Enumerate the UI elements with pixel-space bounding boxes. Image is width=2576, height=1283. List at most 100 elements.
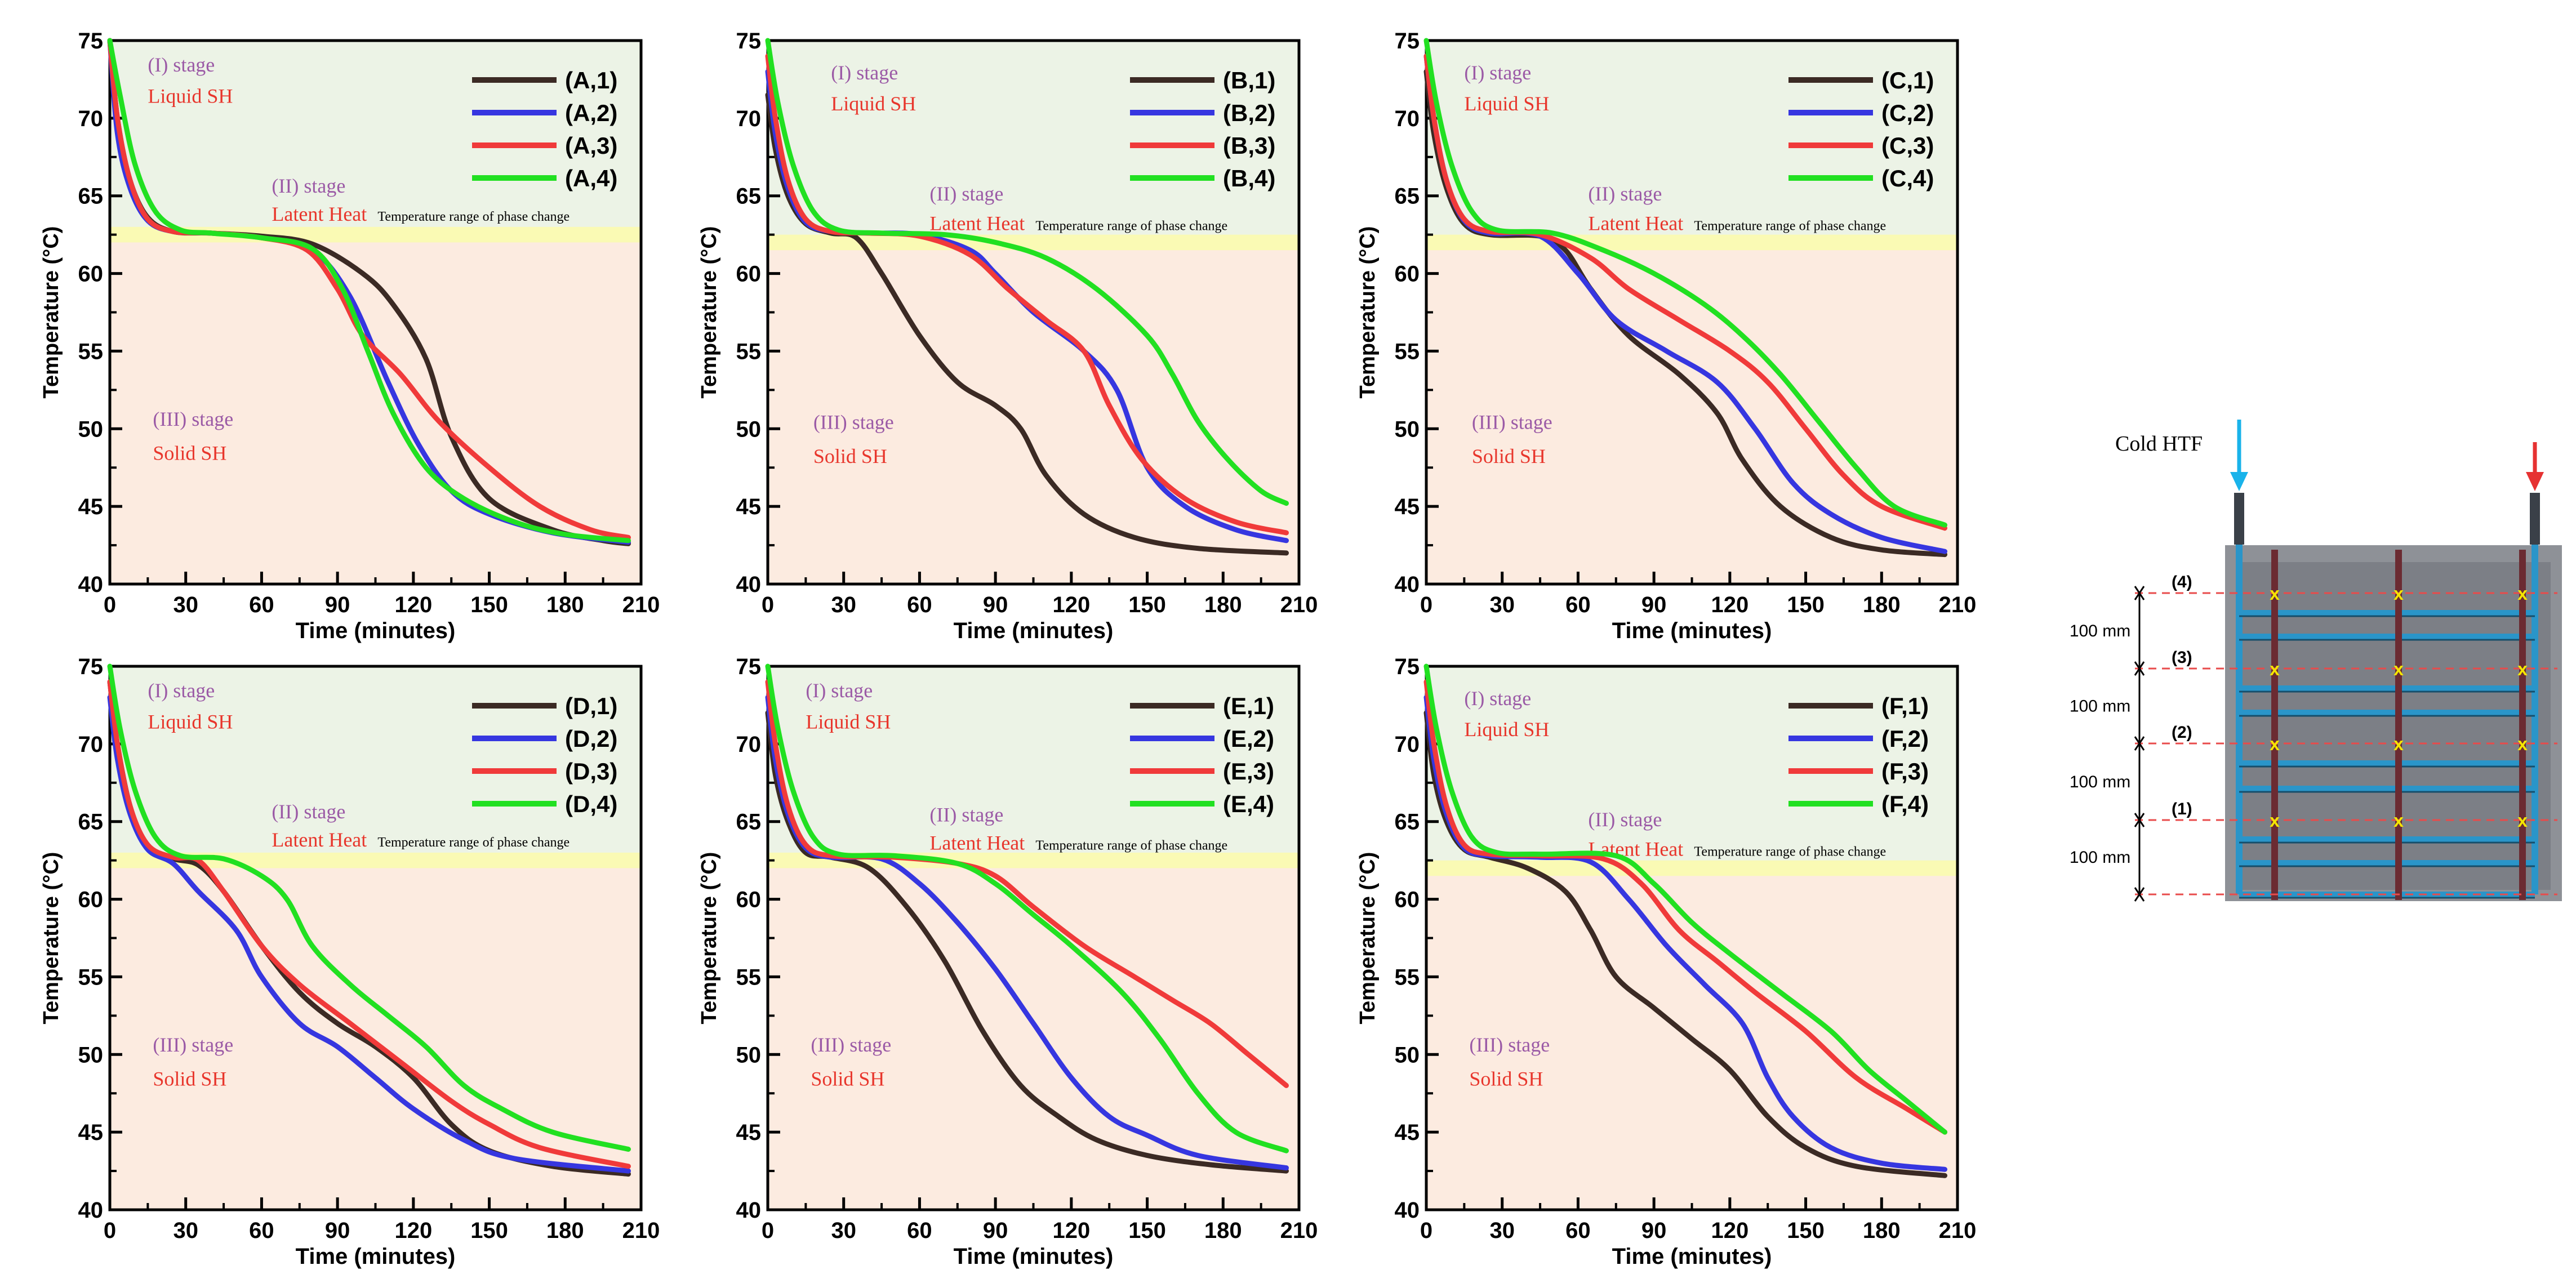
stage-three-label: (III) stage <box>813 411 894 433</box>
legend-label-1: (F,1) <box>1881 693 1929 719</box>
x-tick-label: 120 <box>1711 593 1749 617</box>
legend-label-3: (F,3) <box>1881 758 1929 785</box>
solid-sh-label: Solid SH <box>811 1067 884 1090</box>
x-tick-label: 60 <box>1565 593 1591 617</box>
x-tick-label: 120 <box>1711 1218 1749 1243</box>
y-tick-label: 70 <box>1395 106 1420 131</box>
legend-label-2: (F,2) <box>1881 725 1929 752</box>
y-tick-label: 70 <box>736 732 762 757</box>
spacing-label: 100 mm <box>2070 848 2130 867</box>
y-tick-label: 60 <box>78 262 104 287</box>
x-tick-label: 60 <box>249 1218 274 1243</box>
liquid-sh-label: Liquid SH <box>148 710 233 733</box>
x-tick-label: 0 <box>104 1218 116 1243</box>
phase-range-label: Temperature range of phase change <box>1035 838 1227 853</box>
legend-label-2: (C,2) <box>1881 100 1934 126</box>
thermocouple-rod-1 <box>2271 550 2278 900</box>
y-tick-label: 40 <box>736 1198 762 1223</box>
x-tick-label: 210 <box>1939 1218 1977 1243</box>
liquid-sh-label: Liquid SH <box>831 92 916 115</box>
x-tick-label: 180 <box>1863 593 1901 617</box>
y-tick-label: 60 <box>1395 262 1420 287</box>
sensor-marker: x <box>2270 734 2280 754</box>
x-tick-label: 150 <box>470 593 508 617</box>
stage-three-label: (III) stage <box>1472 411 1552 433</box>
series-line-4 <box>107 38 631 544</box>
x-tick-label: 120 <box>1052 1218 1090 1243</box>
phase-range-label: Temperature range of phase change <box>377 835 570 850</box>
y-tick-label: 40 <box>1395 1198 1420 1223</box>
x-tick-label: 210 <box>1939 593 1977 617</box>
legend-label-4: (D,4) <box>565 791 617 817</box>
x-tick-label: 210 <box>622 1218 660 1243</box>
legend-label-3: (E,3) <box>1223 758 1274 785</box>
chart-panel-e: 0 30 60 90 120 150 180 210 40 45 50 55 60 65 70 75 Time … <box>697 654 1318 1269</box>
dimension-arrowhead <box>2134 591 2145 600</box>
y-axis-label: Temperature (°C) <box>39 852 63 1024</box>
legend-label-2: (B,2) <box>1223 100 1275 126</box>
stage-three-label: (III) stage <box>811 1033 891 1056</box>
y-axis-label: Temperature (°C) <box>1356 226 1380 399</box>
y-axis-label: Temperature (°C) <box>39 226 63 399</box>
stage-two-label: (II) stage <box>272 175 345 197</box>
series-line-4 <box>765 663 1289 1153</box>
x-axis-label: Time (minutes) <box>1612 1244 1772 1269</box>
chart-panel-b: 0 30 60 90 120 150 180 210 40 45 50 55 60 65 70 75 Time … <box>697 29 1318 643</box>
liquid-sh-label: Liquid SH <box>806 710 891 733</box>
x-tick-label: 60 <box>249 593 274 617</box>
stage-two-label: (II) stage <box>1588 182 1662 205</box>
solid-sh-region <box>768 860 1299 1210</box>
y-tick-label: 75 <box>1395 29 1420 54</box>
level-label: (2) <box>2172 723 2192 742</box>
solid-sh-region <box>110 234 641 585</box>
liquid-sh-region <box>1426 666 1957 868</box>
legend-label-3: (A,3) <box>565 132 617 159</box>
liquid-sh-region <box>1426 41 1957 243</box>
sensor-marker: x <box>2393 659 2404 679</box>
x-tick-label: 60 <box>907 593 932 617</box>
legend-label-1: (B,1) <box>1223 67 1275 93</box>
latent-heat-label: Latent Heat <box>1588 212 1683 234</box>
y-tick-label: 40 <box>78 572 104 597</box>
x-tick-label: 30 <box>173 1218 198 1243</box>
sensor-marker: x <box>2517 734 2528 754</box>
stage-one-label: (I) stage <box>1464 61 1531 84</box>
y-tick-label: 55 <box>78 339 104 364</box>
x-tick-label: 180 <box>546 1218 584 1243</box>
spacing-label: 100 mm <box>2070 622 2130 640</box>
legend-label-2: (D,2) <box>565 725 617 752</box>
y-tick-label: 75 <box>78 654 104 679</box>
x-tick-label: 90 <box>983 593 1008 617</box>
x-tick-label: 120 <box>1052 593 1090 617</box>
phase-range-label: Temperature range of phase change <box>1694 219 1886 233</box>
stage-one-label: (I) stage <box>806 679 873 702</box>
stage-one-label: (I) stage <box>831 61 898 84</box>
y-tick-label: 75 <box>78 29 104 54</box>
x-axis-label: Time (minutes) <box>296 1244 456 1269</box>
y-tick-label: 55 <box>736 965 762 990</box>
sensor-marker: x <box>2270 583 2280 604</box>
legend-label-1: (C,1) <box>1881 67 1934 93</box>
x-tick-label: 90 <box>325 1218 350 1243</box>
chart-panel-f: 0 30 60 90 120 150 180 210 40 45 50 55 60 65 70 75 Time … <box>1356 654 1976 1269</box>
y-tick-label: 50 <box>78 1043 104 1067</box>
liquid-sh-region <box>768 666 1299 861</box>
y-tick-label: 65 <box>78 810 104 835</box>
x-tick-label: 60 <box>907 1218 932 1243</box>
x-tick-label: 90 <box>1641 593 1667 617</box>
y-tick-label: 70 <box>78 732 104 757</box>
y-tick-label: 65 <box>78 184 104 209</box>
chart-panel-a: 0 30 60 90 120 150 180 210 40 45 50 55 60 65 70 75 Time … <box>39 29 660 643</box>
liquid-sh-region <box>768 41 1299 243</box>
series-line-1 <box>765 710 1289 1174</box>
y-tick-label: 50 <box>736 417 762 442</box>
series-line-3 <box>1423 679 1947 1135</box>
series-line-3 <box>765 679 1289 1088</box>
x-tick-label: 150 <box>1128 593 1166 617</box>
series-line-4 <box>107 663 631 1152</box>
y-tick-label: 65 <box>736 810 762 835</box>
y-tick-label: 40 <box>78 1198 104 1223</box>
inlet-arrow-icon <box>2230 472 2248 491</box>
sensor-marker: x <box>2393 810 2404 831</box>
